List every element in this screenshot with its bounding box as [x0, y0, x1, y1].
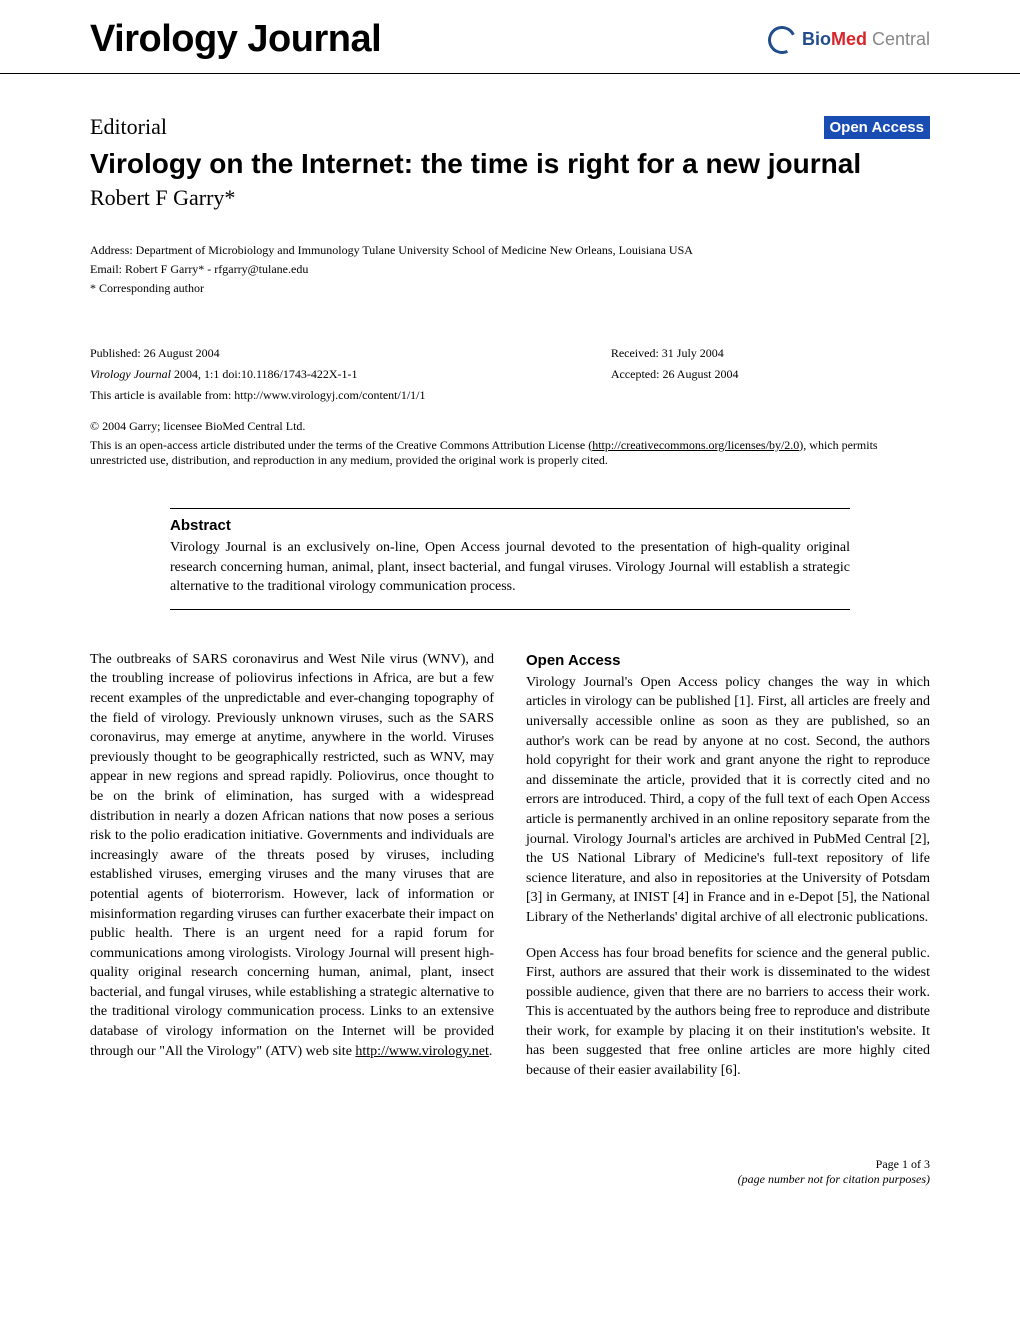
open-access-para2: Open Access has four broad benefits for …: [526, 944, 930, 1081]
citation-line: Virology Journal 2004, 1:1 doi:10.1186/1…: [90, 367, 552, 382]
pub-right: Received: 31 July 2004 Accepted: 26 Augu…: [611, 346, 930, 409]
editorial-row: Editorial Open Access: [90, 114, 930, 140]
logo-med: Med: [831, 29, 867, 49]
journal-name: Virology Journal: [90, 18, 381, 61]
intro-paragraph: The outbreaks of SARS coronavirus and We…: [90, 650, 494, 1061]
logo-central: Central: [867, 29, 930, 49]
publisher-logo: BioMed Central: [768, 26, 930, 54]
author-email: Email: Robert F Garry* - rfgarry@tulane.…: [90, 262, 930, 277]
article-content: Editorial Open Access Virology on the In…: [0, 74, 1020, 1127]
citation-journal: Virology Journal: [90, 367, 171, 381]
published-date: Published: 26 August 2004: [90, 346, 552, 361]
body-columns: The outbreaks of SARS coronavirus and We…: [90, 650, 930, 1097]
logo-bio: Bio: [802, 29, 831, 49]
received-date: Received: 31 July 2004: [611, 346, 930, 361]
article-type: Editorial: [90, 114, 167, 140]
intro-text-post: .: [489, 1044, 493, 1059]
biomed-circle-icon: [764, 22, 800, 58]
accepted-date: Accepted: 26 August 2004: [611, 367, 930, 382]
open-access-heading: Open Access: [526, 650, 930, 671]
license-url[interactable]: http://creativecommons.org/licenses/by/2…: [592, 438, 799, 452]
abstract-box: Abstract Virology Journal is an exclusiv…: [170, 508, 850, 610]
article-title: Virology on the Internet: the time is ri…: [90, 146, 930, 181]
open-access-para1: Virology Journal's Open Access policy ch…: [526, 673, 930, 928]
license-line: This is an open-access article distribut…: [90, 438, 930, 468]
publication-block: Published: 26 August 2004 Virology Journ…: [90, 346, 930, 409]
page-number: Page 1 of 3: [90, 1157, 930, 1172]
biomed-text: BioMed Central: [802, 29, 930, 50]
corresponding-note: * Corresponding author: [90, 281, 930, 296]
open-access-badge: Open Access: [824, 116, 931, 139]
right-column: Open Access Virology Journal's Open Acce…: [526, 650, 930, 1097]
author-address: Address: Department of Microbiology and …: [90, 243, 930, 258]
available-from[interactable]: This article is available from: http://w…: [90, 388, 552, 403]
abstract-text: Virology Journal is an exclusively on-li…: [170, 538, 850, 597]
journal-header: Virology Journal BioMed Central: [0, 0, 1020, 74]
pub-left: Published: 26 August 2004 Virology Journ…: [90, 346, 552, 409]
copyright-line: © 2004 Garry; licensee BioMed Central Lt…: [90, 419, 930, 434]
page-note: (page number not for citation purposes): [90, 1172, 930, 1187]
intro-text-pre: The outbreaks of SARS coronavirus and We…: [90, 652, 494, 1059]
left-column: The outbreaks of SARS coronavirus and We…: [90, 650, 494, 1097]
page-footer: Page 1 of 3 (page number not for citatio…: [0, 1127, 1020, 1211]
abstract-heading: Abstract: [170, 517, 850, 534]
citation-rest: 2004, 1:1 doi:10.1186/1743-422X-1-1: [171, 367, 358, 381]
atv-link[interactable]: http://www.virology.net: [355, 1044, 489, 1059]
license-pre: This is an open-access article distribut…: [90, 438, 592, 452]
author-name: Robert F Garry*: [90, 185, 930, 211]
